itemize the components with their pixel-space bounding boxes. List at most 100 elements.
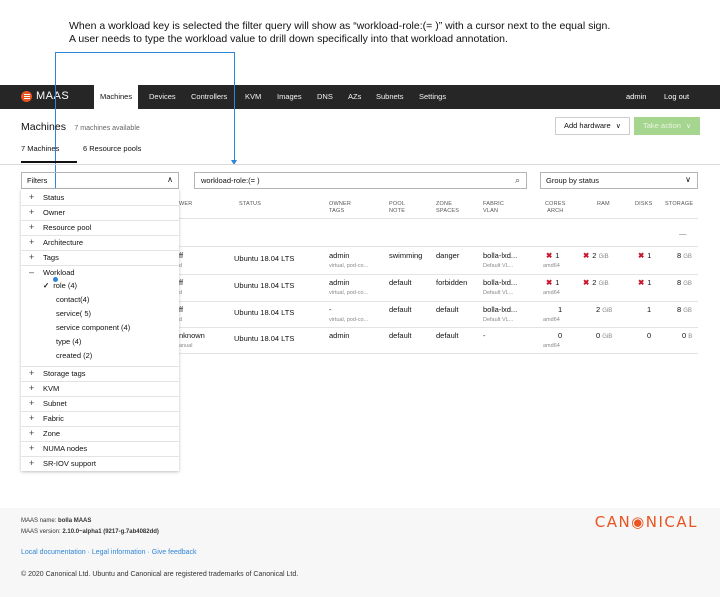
filter-group-workload[interactable]: – Workload (21, 265, 179, 280)
maas-name-label: MAAS name: (21, 518, 57, 524)
header-storage[interactable]: STORAGE (665, 201, 694, 207)
filter-group-architecture[interactable]: + Architecture (21, 235, 179, 250)
error-icon: ✖ (583, 251, 590, 260)
maas-logo[interactable]: MAAS (21, 90, 69, 102)
menu-divider (21, 235, 179, 236)
row3-disks: 1 (647, 305, 652, 314)
header-fabric[interactable]: FABRIC VLAN (483, 201, 504, 215)
filter-group-status[interactable]: + Status (21, 190, 179, 205)
tab-resource-pools[interactable]: 6 Resource pools (83, 144, 142, 153)
filter-group-resource-pool[interactable]: + Resource pool (21, 220, 179, 235)
row4-ram: 0 GiB (596, 331, 612, 340)
nav-user[interactable]: admin (626, 92, 647, 101)
row2-storage: 8 GB (677, 278, 692, 287)
filter-group-sr-iov-support[interactable]: + SR-IOV support (21, 456, 179, 471)
group-divider (179, 246, 698, 247)
header-status[interactable]: STATUS (239, 201, 262, 207)
header-owner[interactable]: OWNER TAGS (329, 201, 351, 215)
nav-subnets[interactable]: Subnets (376, 92, 404, 101)
minus-icon: – (29, 267, 35, 277)
plus-icon: + (29, 443, 35, 453)
row2-storage-unit: GB (683, 281, 692, 287)
filter-group-tags[interactable]: + Tags (21, 250, 179, 265)
search-input[interactable]: workload-role:(= ) ⌕ (194, 172, 527, 189)
nav-machines[interactable]: Machines (94, 85, 139, 109)
header-cores-2: ARCH (547, 208, 564, 214)
filter-group-label: SR-IOV support (43, 459, 96, 468)
row2-disks: ✖ 1 (638, 278, 651, 287)
error-icon: ✖ (546, 278, 553, 287)
add-hardware-label: Add hardware (564, 121, 611, 130)
header-zone[interactable]: ZONE SPACES (436, 201, 459, 215)
nav-images[interactable]: Images (277, 92, 302, 101)
give-feedback-link[interactable]: Give feedback (151, 549, 197, 556)
row4-storage: 0 B (682, 331, 692, 340)
group-by-select[interactable]: Group by status ∨ (540, 172, 698, 189)
plus-icon: + (29, 237, 35, 247)
header-disks[interactable]: DISKS (635, 201, 653, 207)
add-hardware-button[interactable]: Add hardware ∨ (555, 117, 630, 135)
row4-fabric: - (483, 331, 486, 340)
row1-cores: ✖ 1 (546, 251, 559, 260)
row1-disks-value: 1 (647, 251, 652, 260)
menu-divider (21, 381, 179, 382)
filter-group-zone[interactable]: + Zone (21, 426, 179, 441)
header-pool[interactable]: POOL NOTE (389, 201, 405, 215)
plus-icon: + (29, 207, 35, 217)
workload-option[interactable]: service component (4) (56, 323, 131, 332)
workload-option[interactable]: type (4) (56, 337, 82, 346)
workload-option[interactable]: contact(4) (56, 295, 90, 304)
annotation-connector-left (55, 52, 56, 280)
header-ram[interactable]: RAM (597, 201, 610, 207)
row4-storage-value: 0 (682, 331, 687, 340)
row3-fabric-sub: Default VL... (483, 317, 514, 323)
header-divider (179, 218, 698, 219)
nav-controllers[interactable]: Controllers (191, 92, 228, 101)
legal-information-link[interactable]: Legal information (91, 549, 146, 556)
nav-dns[interactable]: DNS (317, 92, 333, 101)
tabs-divider (0, 164, 720, 165)
menu-divider (21, 250, 179, 251)
maas-version-label: MAAS version: (21, 529, 61, 535)
header-power: WER (179, 201, 193, 207)
tab-machines[interactable]: 7 Machines (21, 144, 60, 153)
filter-group-subnet[interactable]: + Subnet (21, 396, 179, 411)
workload-option[interactable]: created (2) (56, 351, 93, 360)
workload-option[interactable]: service( 5) (56, 309, 92, 318)
group-collapse-toggle[interactable]: — (679, 229, 687, 238)
workload-option-selected[interactable]: ✓ role (4) (43, 279, 77, 293)
nav-devices[interactable]: Devices (149, 92, 176, 101)
filter-group-label: KVM (43, 384, 60, 393)
filter-group-owner[interactable]: + Owner (21, 205, 179, 220)
filters-dropdown-toggle[interactable]: Filters ∧ (21, 172, 179, 189)
filter-group-label: Fabric (43, 414, 64, 423)
error-icon: ✖ (583, 278, 590, 287)
nav-settings[interactable]: Settings (419, 92, 447, 101)
filter-group-kvm[interactable]: + KVM (21, 381, 179, 396)
row4-power: nknown (179, 331, 205, 340)
local-documentation-link[interactable]: Local documentation (21, 549, 86, 556)
nav-kvm[interactable]: KVM (245, 92, 262, 101)
filter-group-numa-nodes[interactable]: + NUMA nodes (21, 441, 179, 456)
annotation-area: When a workload key is selected the filt… (0, 0, 720, 85)
check-icon: ✓ (43, 281, 50, 290)
link-separator: · (145, 549, 152, 556)
header-cores[interactable]: CORES ARCH (545, 201, 566, 215)
header-zone-1: ZONE (436, 201, 453, 207)
header-pool-2: NOTE (389, 208, 406, 214)
search-icon[interactable]: ⌕ (514, 175, 520, 185)
annotation-text: When a workload key is selected the filt… (69, 20, 709, 46)
nav-logout[interactable]: Log out (664, 92, 690, 101)
row3-storage-unit: GB (683, 308, 692, 314)
take-action-button[interactable]: Take action ∨ (634, 117, 701, 135)
maas-version-value: 2.10.0~alpha1 (9217-g.7ab4082dd) (62, 529, 159, 535)
error-icon: ✖ (638, 251, 645, 260)
logo-text: MAAS (36, 90, 70, 102)
filter-group-storage-tags[interactable]: + Storage tags (21, 366, 179, 381)
chevron-down-icon: ∨ (685, 123, 692, 130)
row1-storage-value: 8 (677, 251, 682, 260)
filter-group-fabric[interactable]: + Fabric (21, 411, 179, 426)
row1-disks: ✖ 1 (638, 251, 651, 260)
footer-links: Local documentation · Legal information … (21, 549, 197, 556)
nav-azs[interactable]: AZs (348, 92, 362, 101)
